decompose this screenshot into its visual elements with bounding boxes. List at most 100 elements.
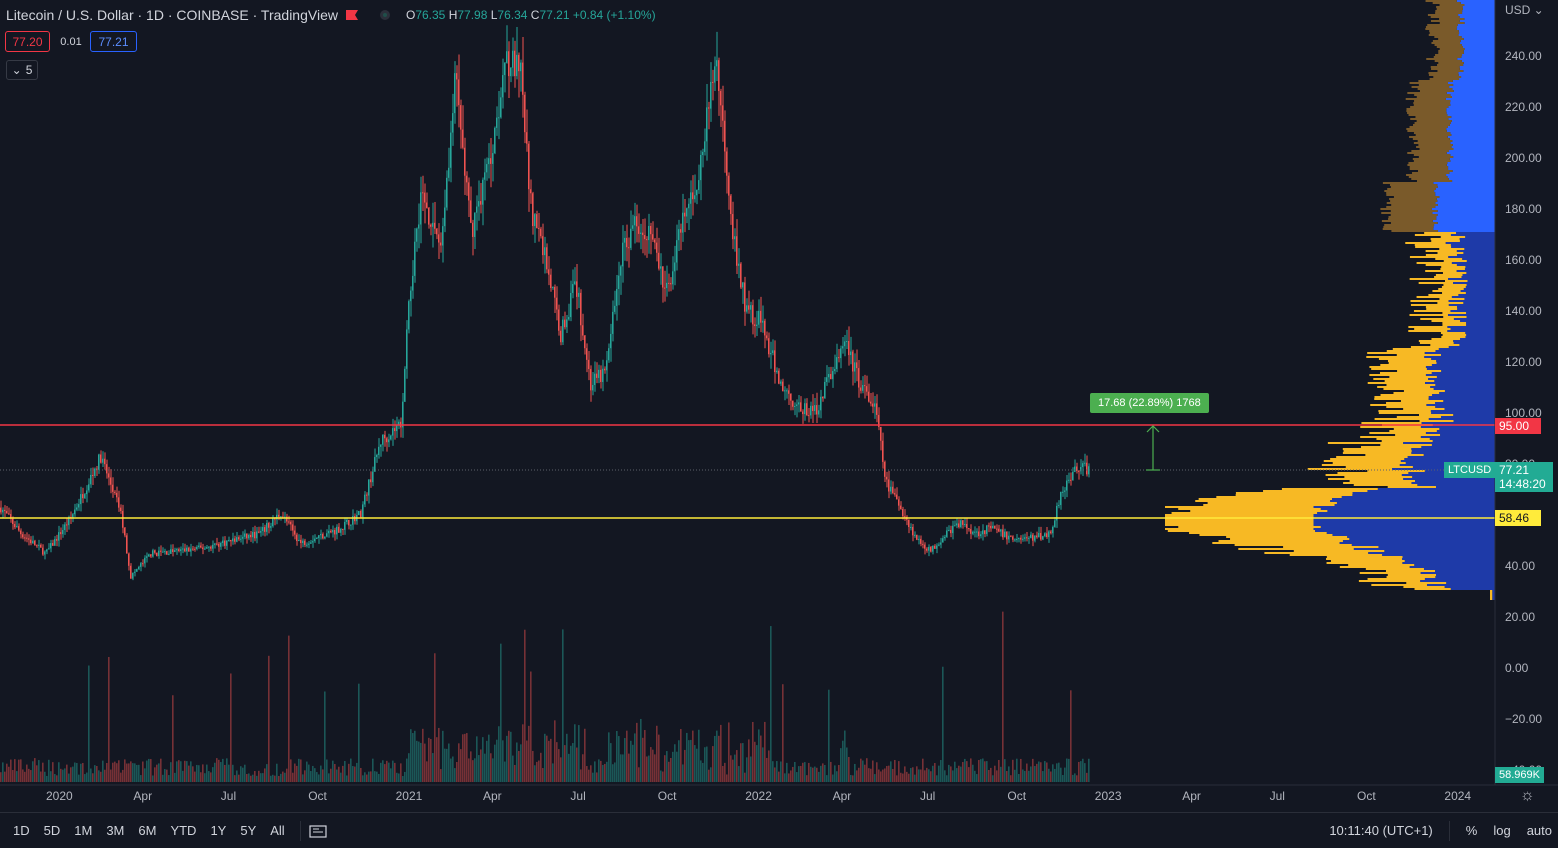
- range-1d[interactable]: 1D: [13, 823, 30, 838]
- log-scale-toggle[interactable]: log: [1493, 823, 1511, 838]
- profile-row-up: [1421, 422, 1495, 424]
- sell-button[interactable]: 77.20: [5, 31, 50, 52]
- candle-body: [24, 537, 26, 539]
- symbol-title[interactable]: Litecoin / U.S. Dollar · 1D · COINBASE ·…: [6, 7, 338, 23]
- settings-icon[interactable]: ☼: [1520, 787, 1535, 804]
- volume-bar: [586, 766, 588, 782]
- buy-button[interactable]: 77.21: [90, 31, 137, 52]
- volume-bar: [984, 761, 986, 782]
- volume-bar: [444, 748, 446, 782]
- volume-bar: [454, 768, 456, 782]
- volume-bar: [522, 724, 524, 782]
- profile-row-up: [1462, 8, 1495, 10]
- profile-row-up: [1330, 500, 1495, 502]
- range-1m[interactable]: 1M: [74, 823, 93, 838]
- range-ytd[interactable]: YTD: [170, 823, 197, 838]
- auto-scale-toggle[interactable]: auto: [1526, 823, 1552, 838]
- profile-row-down: [1425, 306, 1457, 308]
- market-status-icon[interactable]: [379, 10, 390, 20]
- profile-row-up: [1424, 352, 1495, 354]
- volume-bar: [66, 764, 68, 782]
- flag-icon[interactable]: [345, 10, 358, 20]
- clock[interactable]: 10:11:40 (UTC+1): [1329, 823, 1433, 838]
- candle-body: [110, 477, 112, 485]
- currency-selector[interactable]: USD ⌄: [1505, 3, 1544, 17]
- profile-row-down: [1393, 196, 1440, 198]
- profile-row-down: [1413, 310, 1451, 312]
- volume-bar: [96, 765, 98, 782]
- profile-row-down: [1420, 318, 1454, 320]
- profile-row-up: [1448, 82, 1495, 84]
- profile-row-down: [1396, 354, 1441, 356]
- price-chart[interactable]: [0, 0, 1558, 812]
- candle-body: [530, 189, 532, 194]
- indicators-toggle[interactable]: ⌄ 5: [6, 60, 38, 80]
- candle-body: [252, 531, 254, 538]
- time-tick-label: Oct: [1007, 789, 1027, 803]
- profile-row-up: [1463, 46, 1495, 48]
- profile-row-down: [1412, 172, 1450, 174]
- range-6m[interactable]: 6M: [138, 823, 157, 838]
- profile-row-up: [1460, 2, 1495, 4]
- volume-bar: [136, 764, 138, 782]
- volume-bar: [1052, 764, 1054, 782]
- profile-row-down: [1441, 286, 1466, 288]
- profile-row-down: [1366, 356, 1425, 358]
- profile-row-down: [1382, 182, 1434, 184]
- candle-body: [138, 566, 140, 570]
- profile-row-down: [1330, 458, 1405, 460]
- volume-bar: [286, 768, 288, 782]
- volume-bar: [652, 749, 654, 782]
- candle-body: [1072, 471, 1074, 481]
- volume-bar: [150, 759, 152, 782]
- profile-row-down: [1418, 84, 1454, 86]
- profile-row-up: [1313, 518, 1495, 520]
- candle-body: [862, 385, 864, 391]
- candle-body: [642, 232, 644, 236]
- range-1y[interactable]: 1Y: [210, 823, 227, 838]
- candle-body: [598, 369, 600, 378]
- profile-row-up: [1462, 258, 1495, 260]
- candle-body: [618, 275, 620, 289]
- volume-bar: [158, 763, 160, 782]
- volume-bar: [846, 747, 848, 782]
- volume-bar: [162, 774, 164, 782]
- date-range-icon[interactable]: [309, 823, 327, 839]
- profile-row-up: [1436, 216, 1495, 218]
- profile-row-down: [1307, 468, 1393, 470]
- range-all[interactable]: All: [270, 823, 285, 838]
- candle-body: [670, 283, 672, 285]
- profile-row-down: [1413, 104, 1451, 106]
- range-selector: 1D 5D 1M 3M 6M YTD 1Y 5Y All: [6, 823, 292, 838]
- profile-row-up: [1460, 42, 1495, 44]
- candle-body: [796, 404, 798, 406]
- volume-bar: [404, 771, 406, 782]
- candle-body: [1056, 505, 1058, 521]
- profile-row-up: [1450, 100, 1495, 102]
- profile-row-down: [1389, 430, 1437, 432]
- volume-bar: [514, 764, 516, 782]
- candle-body: [566, 319, 568, 328]
- profile-row-down: [1409, 136, 1448, 138]
- profile-row-up: [1382, 554, 1495, 556]
- profile-row-up: [1434, 190, 1495, 192]
- candle-body: [860, 387, 862, 391]
- profile-row-up: [1446, 110, 1495, 112]
- candle-body: [954, 525, 956, 527]
- profile-row-down: [1371, 584, 1427, 586]
- range-5d[interactable]: 5D: [43, 823, 61, 838]
- range-3m[interactable]: 3M: [106, 823, 125, 838]
- candle-body: [132, 572, 134, 579]
- profile-row-down: [1365, 568, 1424, 570]
- candle-body: [1000, 529, 1002, 532]
- candle-body: [448, 167, 450, 178]
- range-5y[interactable]: 5Y: [240, 823, 257, 838]
- candle-body: [486, 164, 488, 173]
- volume-bar: [428, 737, 430, 782]
- candle-body: [308, 543, 310, 545]
- candle-body: [446, 177, 448, 208]
- volume-bar: [612, 764, 614, 782]
- percent-scale-toggle[interactable]: %: [1465, 823, 1478, 838]
- volume-bar: [368, 771, 370, 782]
- volume-bar: [82, 762, 84, 782]
